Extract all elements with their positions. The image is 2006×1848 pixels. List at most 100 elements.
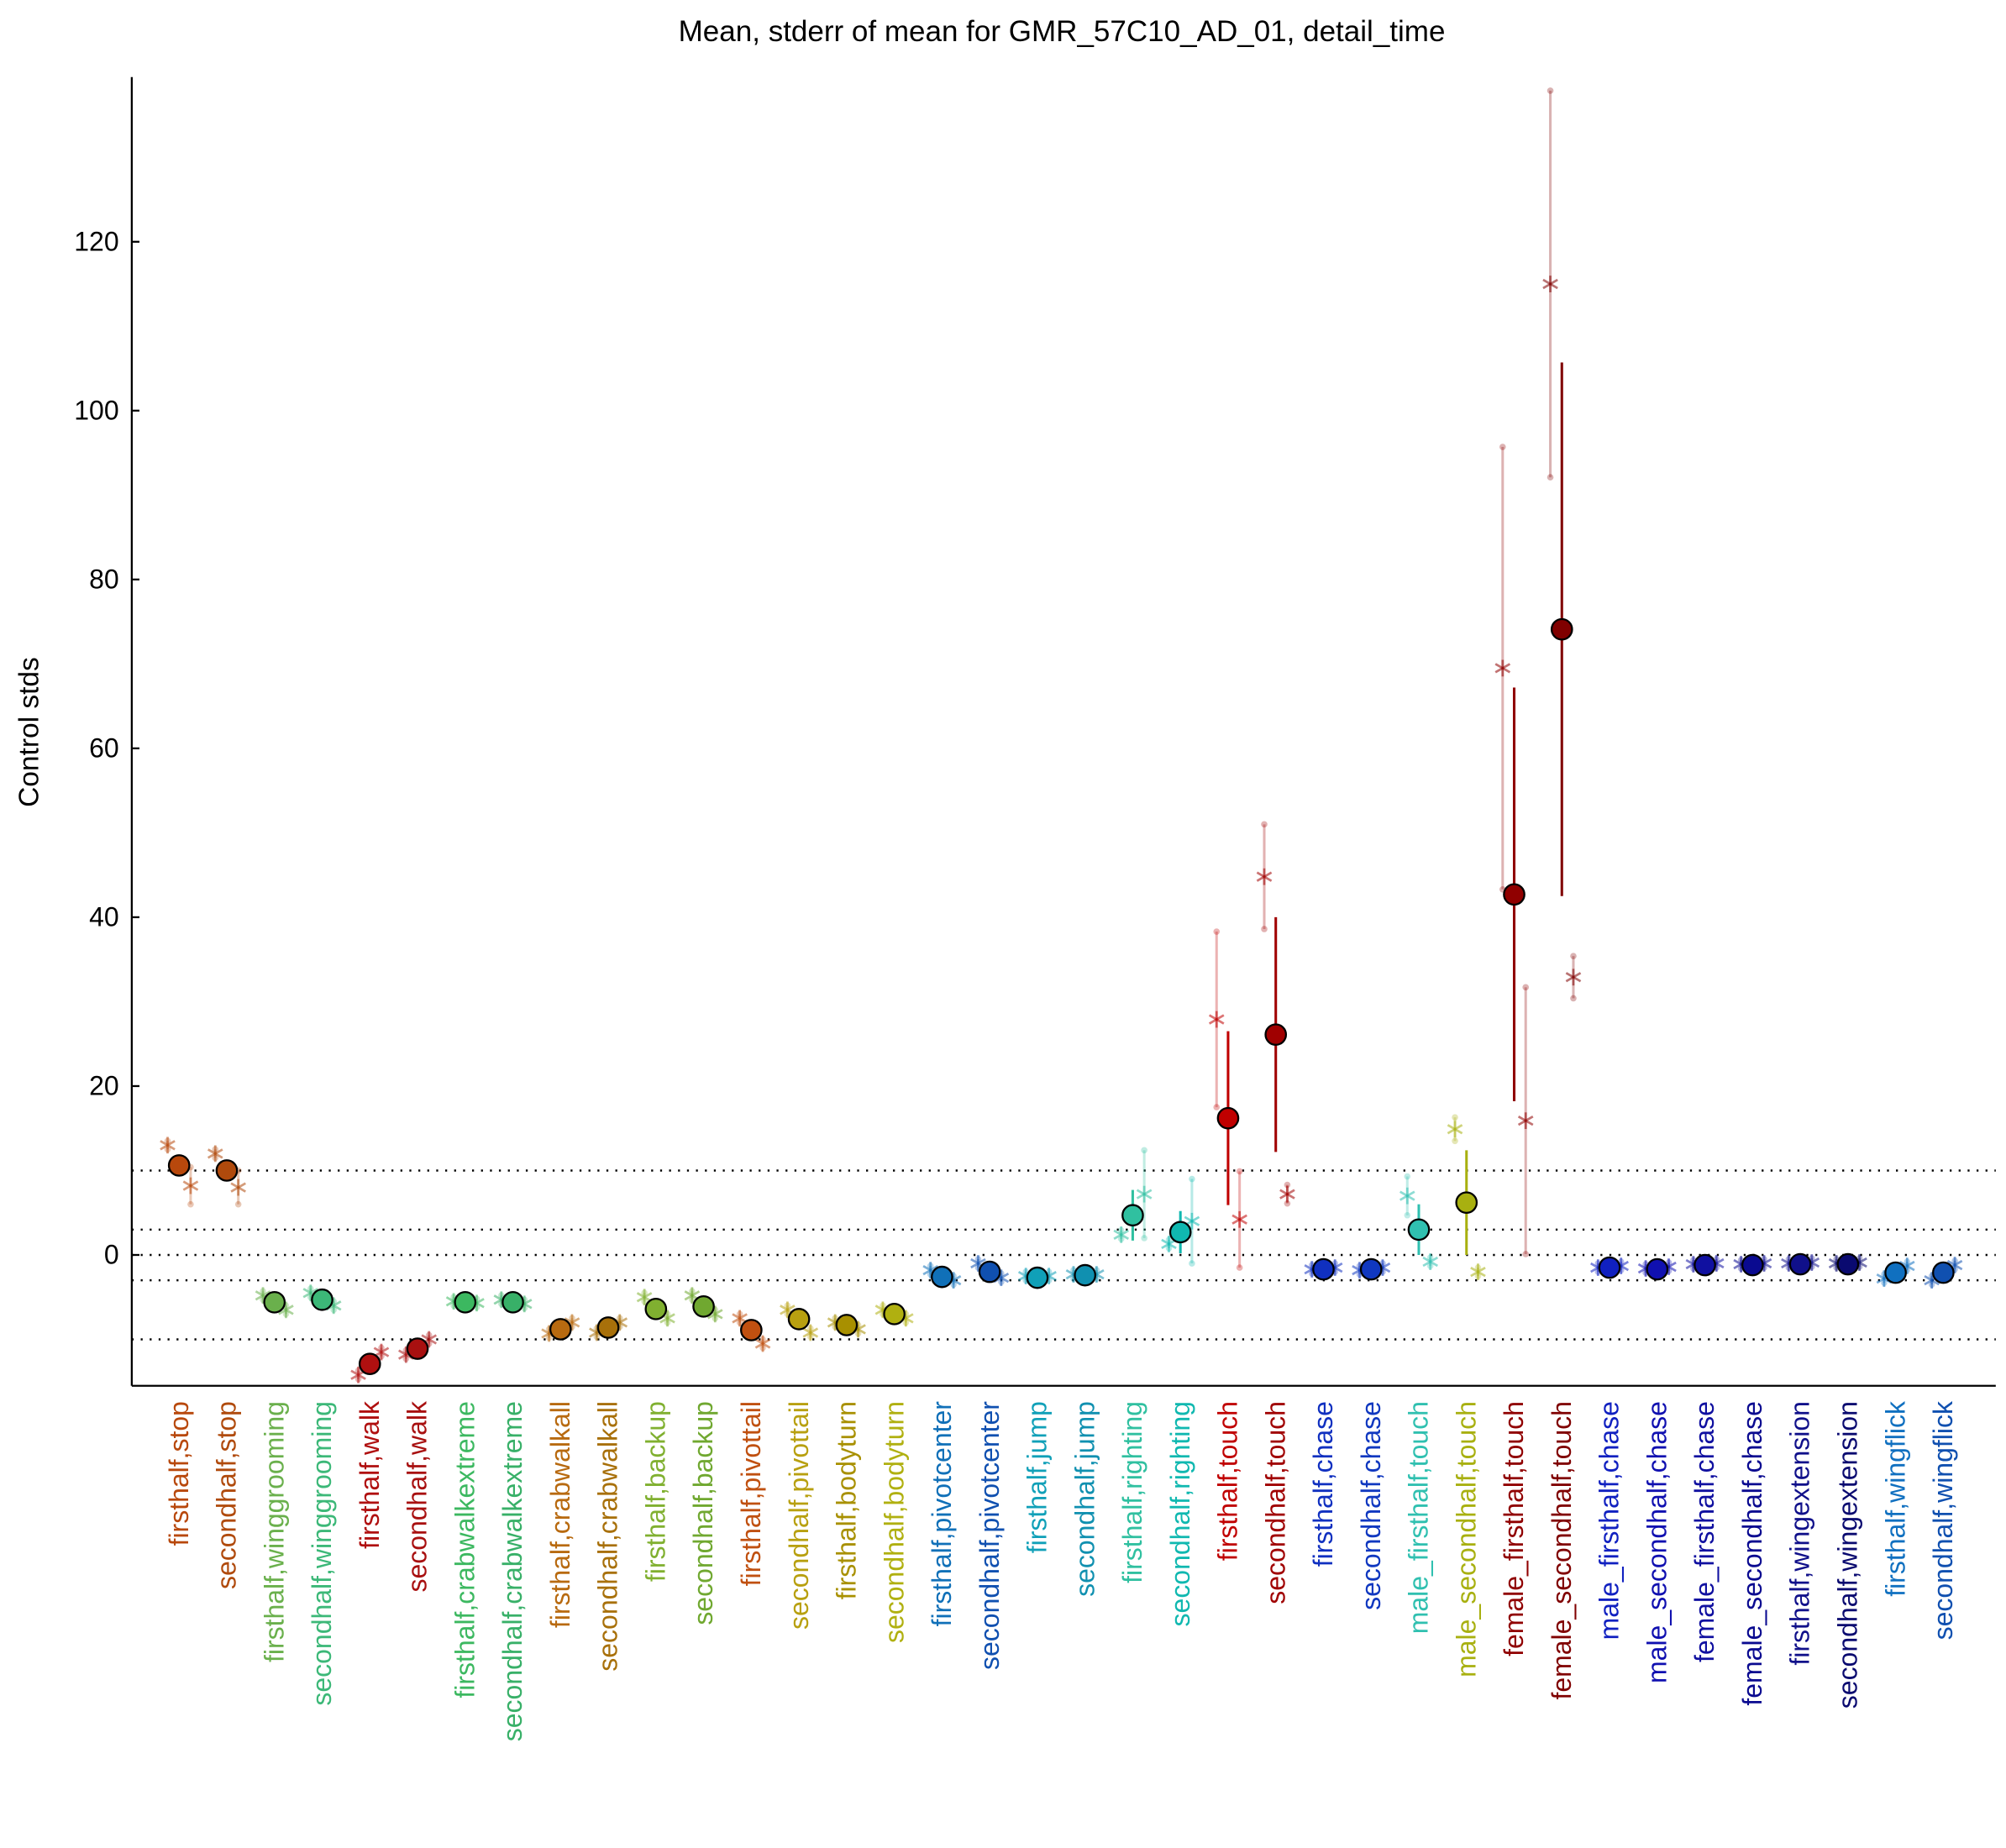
replicate-error-cap: [1284, 1181, 1291, 1189]
mean-marker: [263, 1290, 286, 1314]
x-tick-label: secondhalf,winggrooming: [307, 1401, 337, 1706]
replicate-error-cap: [1261, 926, 1268, 932]
mean-marker: [358, 1352, 381, 1375]
mean-marker: [549, 1318, 572, 1341]
mean-marker: [644, 1297, 668, 1320]
replicate-mark: [1208, 1011, 1225, 1028]
replicate-mark: [160, 1137, 176, 1154]
replicate-error-cap: [1236, 1264, 1243, 1271]
x-tick-label: secondhalf,pivottail: [784, 1401, 814, 1630]
mean-marker: [1646, 1257, 1669, 1281]
x-tick-label: firsthalf,crabwalkall: [545, 1401, 575, 1628]
mean-marker: [1455, 1191, 1478, 1214]
mean-marker: [1788, 1252, 1812, 1276]
mean-marker: [1550, 617, 1573, 641]
replicate-error-cap: [1141, 1147, 1147, 1154]
mean-marker: [1026, 1266, 1049, 1289]
x-tick-label: secondhalf,wingextension: [1832, 1401, 1862, 1709]
replicate-error-cap: [1452, 1137, 1458, 1145]
x-tick-label: secondhalf,righting: [1165, 1401, 1195, 1626]
replicate-mark: [1565, 969, 1582, 986]
chart-title: Mean, stderr of mean for GMR_57C10_AD_01…: [679, 15, 1446, 48]
replicate-error-cap: [187, 1200, 194, 1208]
x-tick-label: female_firsthalf,chase: [1689, 1401, 1720, 1662]
x-tick-label: firsthalf,backup: [640, 1401, 670, 1582]
mean-marker: [1168, 1221, 1192, 1244]
replicate-error-cap: [1284, 1200, 1291, 1207]
x-tick-label: firsthalf,pivotcenter: [927, 1401, 957, 1627]
replicate-error-cap: [1213, 1104, 1221, 1110]
x-tick-label: male_firsthalf,touch: [1404, 1401, 1434, 1634]
mean-marker: [1407, 1218, 1431, 1242]
y-tick-label: 40: [89, 902, 119, 932]
mean-marker: [1312, 1257, 1335, 1281]
replicate-mark: [1113, 1226, 1130, 1243]
replicate-mark: [1161, 1236, 1177, 1252]
mean-marker: [1216, 1106, 1240, 1130]
replicate-mark: [182, 1177, 199, 1194]
mean-marker: [692, 1294, 715, 1318]
y-tick-label: 20: [89, 1071, 119, 1101]
replicate-error-cap: [1236, 1168, 1243, 1175]
x-tick-label: firsthalf,jump: [1022, 1401, 1053, 1553]
x-tick-label: male_secondhalf,chase: [1641, 1401, 1672, 1683]
replicate-mark: [373, 1343, 390, 1361]
y-axis-label: Control stds: [14, 657, 45, 807]
x-tick-label: secondhalf,walk: [402, 1400, 433, 1592]
mean-marker: [167, 1154, 191, 1177]
x-tick-label: firsthalf,wingextension: [1785, 1401, 1815, 1666]
replicate-mark: [732, 1310, 748, 1327]
x-tick-label: female_secondhalf,chase: [1737, 1401, 1767, 1706]
replicate-mark: [1542, 276, 1558, 292]
mean-marker: [1359, 1257, 1383, 1281]
mean-marker: [1598, 1256, 1621, 1279]
replicate-mark: [754, 1335, 771, 1352]
mean-marker: [740, 1319, 763, 1341]
y-tick-label: 60: [89, 733, 119, 764]
x-tick-label: secondhalf,jump: [1069, 1401, 1100, 1597]
x-tick-label: firsthalf,stop: [164, 1401, 194, 1546]
x-tick-label: female_firsthalf,touch: [1499, 1401, 1529, 1656]
replicate-error-cap: [234, 1200, 242, 1208]
mean-marker: [978, 1260, 1001, 1284]
replicate-error-cap: [1547, 474, 1554, 481]
x-tick-label: secondhalf,crabwalkextreme: [497, 1401, 528, 1741]
mean-marker: [1932, 1261, 1955, 1284]
x-tick-label: secondhalf,stop: [212, 1401, 242, 1589]
mean-marker: [1694, 1253, 1716, 1277]
mean-marker: [1121, 1204, 1144, 1227]
replicate-error-cap: [1522, 1251, 1530, 1257]
x-tick-label: firsthalf,righting: [1117, 1401, 1147, 1583]
replicate-error-cap: [1452, 1114, 1458, 1121]
x-tick-label: male_secondhalf,touch: [1451, 1401, 1481, 1677]
x-tick-label: firsthalf,walk: [354, 1400, 385, 1549]
replicate-error-cap: [1522, 984, 1530, 991]
replicate-error-cap: [1141, 1235, 1147, 1242]
y-tick-label: 120: [74, 226, 118, 256]
replicate-error-cap: [1261, 821, 1268, 828]
replicate-mark: [1494, 659, 1511, 677]
replicate-error-cap: [1189, 1260, 1195, 1267]
mean-marker: [596, 1316, 620, 1339]
x-tick-label: secondhalf,wingflick: [1928, 1400, 1958, 1640]
replicate-error-cap: [1499, 444, 1506, 450]
x-tick-label: secondhalf,chase: [1356, 1401, 1386, 1610]
replicate-mark: [207, 1145, 223, 1163]
mean-marker: [1741, 1253, 1764, 1277]
replicate-mark: [1470, 1263, 1486, 1280]
x-tick-label: female_secondhalf,touch: [1547, 1401, 1577, 1699]
mean-marker: [787, 1308, 811, 1331]
mean-marker: [1836, 1252, 1860, 1276]
y-tick-label: 0: [104, 1240, 119, 1270]
mean-marker: [1264, 1023, 1288, 1046]
replicate-mark: [230, 1179, 246, 1196]
replicate-mark: [1399, 1187, 1415, 1205]
y-tick-label: 80: [89, 564, 119, 595]
x-tick-label: firsthalf,chase: [1308, 1401, 1338, 1567]
mean-marker: [215, 1159, 239, 1182]
x-tick-label: firsthalf,bodyturn: [832, 1401, 862, 1599]
replicate-mark: [1517, 1112, 1534, 1130]
replicate-error-cap: [1570, 995, 1577, 1002]
